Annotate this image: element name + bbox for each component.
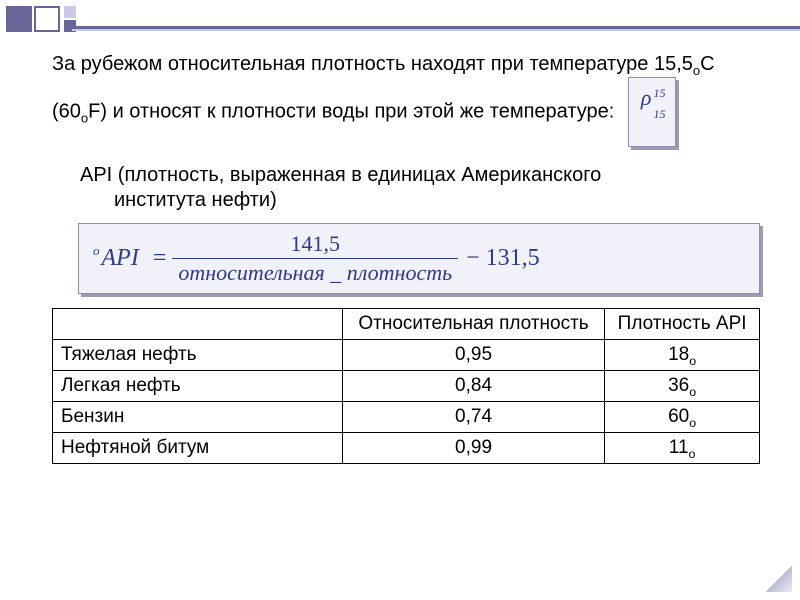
cell-name: Тяжелая нефть [53,340,343,371]
formula-tail: − 131,5 [466,245,540,272]
cell-api: 36о [605,371,760,402]
slide: За рубежом относительная плотность наход… [0,0,800,600]
decorative-top-rule [72,26,800,29]
cell-api: 18о [605,340,760,371]
col-header-empty [53,309,343,340]
cell-rel: 0,74 [342,402,604,433]
api-def-line1: API (плотность, выраженная в единицах Ам… [80,164,601,186]
rho-symbol: ρ15ρ15 [641,85,664,138]
api-definition: API (плотность, выраженная в единицах Ам… [80,163,760,213]
formula-numerator: 141,5 [284,232,346,256]
table-row: Бензин 0,74 60о [53,402,760,433]
cell-name: Бензин [53,402,343,433]
equals-sign: = [153,245,167,272]
api-def-line2: института нефти) [80,188,760,213]
api-formula-box: oAPI = 141,5 относительная _ плотность −… [78,223,760,294]
intro-text-1: За рубежом относительная плотность наход… [52,53,693,75]
page-curl-icon [766,566,792,592]
table-row: Нефтяной битум 0,99 11о [53,433,760,464]
cell-name: Нефтяной битум [53,433,343,464]
table-row: Тяжелая нефть 0,95 18о [53,340,760,371]
intro-paragraph: За рубежом относительная плотность наход… [52,52,760,147]
table-header-row: Относительная плотность Плотность API [53,309,760,340]
cell-name: Легкая нефть [53,371,343,402]
table-row: Легкая нефть 0,84 36о [53,371,760,402]
formula-lhs: oAPI [93,245,139,272]
col-header-rel: Относительная плотность [342,309,604,340]
cell-rel: 0,84 [342,371,604,402]
density-table: Относительная плотность Плотность API Тя… [52,308,760,464]
cell-api: 60о [605,402,760,433]
content-area: За рубежом относительная плотность наход… [52,52,760,464]
intro-text-3: F) и относят к плотности воды при этой ж… [88,100,614,122]
cell-rel: 0,99 [342,433,604,464]
decorative-squares [6,6,78,46]
cell-api: 11о [605,433,760,464]
cell-rel: 0,95 [342,340,604,371]
formula-denominator: относительная _ плотность [172,261,458,285]
rho-box: ρ15ρ15 [628,77,677,147]
col-header-api: Плотность API [605,309,760,340]
formula-fraction: 141,5 относительная _ плотность [172,232,458,285]
